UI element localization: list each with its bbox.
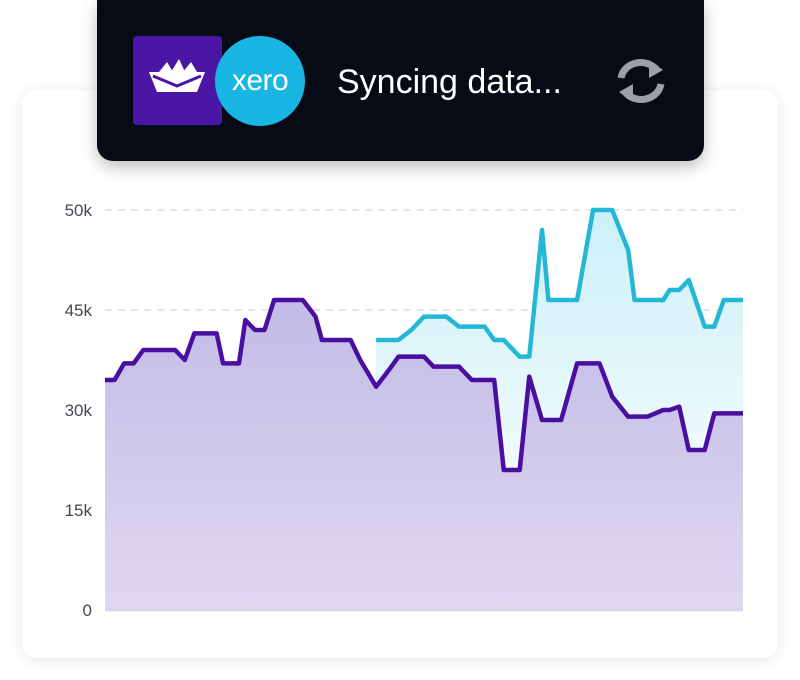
y-tick-label: 45k [65, 301, 93, 320]
y-tick-label: 0 [83, 601, 92, 620]
series-1-line [105, 297, 743, 473]
y-tick-label: 50k [65, 201, 93, 220]
boat-logo-icon [133, 36, 222, 125]
y-tick-label: 15k [65, 501, 93, 520]
y-axis: 0 15k 30k 45k 50k [65, 201, 93, 620]
area-fills [105, 210, 743, 610]
y-tick-label: 30k [65, 401, 93, 420]
series-1-area [105, 300, 743, 610]
series-2-line [376, 207, 743, 359]
sync-status-text: Syncing data... [337, 63, 562, 101]
sync-arrows-icon[interactable] [613, 56, 669, 106]
xero-logo-text: xero [231, 64, 289, 97]
sync-banner: xero Syncing data... [97, 0, 704, 161]
series-2-area [376, 210, 743, 470]
xero-logo: xero [215, 36, 305, 126]
series-lines [105, 207, 743, 473]
